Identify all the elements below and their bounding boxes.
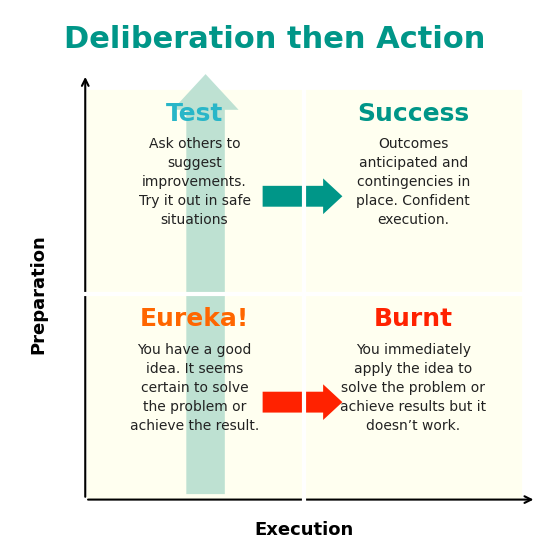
- FancyArrow shape: [263, 178, 342, 214]
- Text: Execution: Execution: [254, 521, 354, 539]
- Text: Burnt: Burnt: [373, 307, 453, 332]
- Text: You immediately
apply the idea to
solve the problem or
achieve results but it
do: You immediately apply the idea to solve …: [340, 343, 486, 433]
- Text: Eureka!: Eureka!: [140, 307, 249, 332]
- Bar: [85, 88, 304, 294]
- Bar: [304, 88, 522, 294]
- Bar: [304, 294, 522, 500]
- Text: Ask others to
suggest
improvements.
Try it out in safe
situations: Ask others to suggest improvements. Try …: [139, 137, 251, 227]
- Bar: [85, 294, 304, 500]
- FancyArrow shape: [263, 384, 342, 420]
- Text: Test: Test: [166, 102, 223, 126]
- Text: Preparation: Preparation: [30, 234, 47, 354]
- Text: You have a good
idea. It seems
certain to solve
the problem or
achieve the resul: You have a good idea. It seems certain t…: [130, 343, 259, 433]
- Text: Outcomes
anticipated and
contingencies in
place. Confident
execution.: Outcomes anticipated and contingencies i…: [356, 137, 470, 227]
- Text: Success: Success: [357, 102, 469, 126]
- Text: Deliberation then Action: Deliberation then Action: [64, 25, 486, 54]
- FancyArrow shape: [173, 74, 239, 494]
